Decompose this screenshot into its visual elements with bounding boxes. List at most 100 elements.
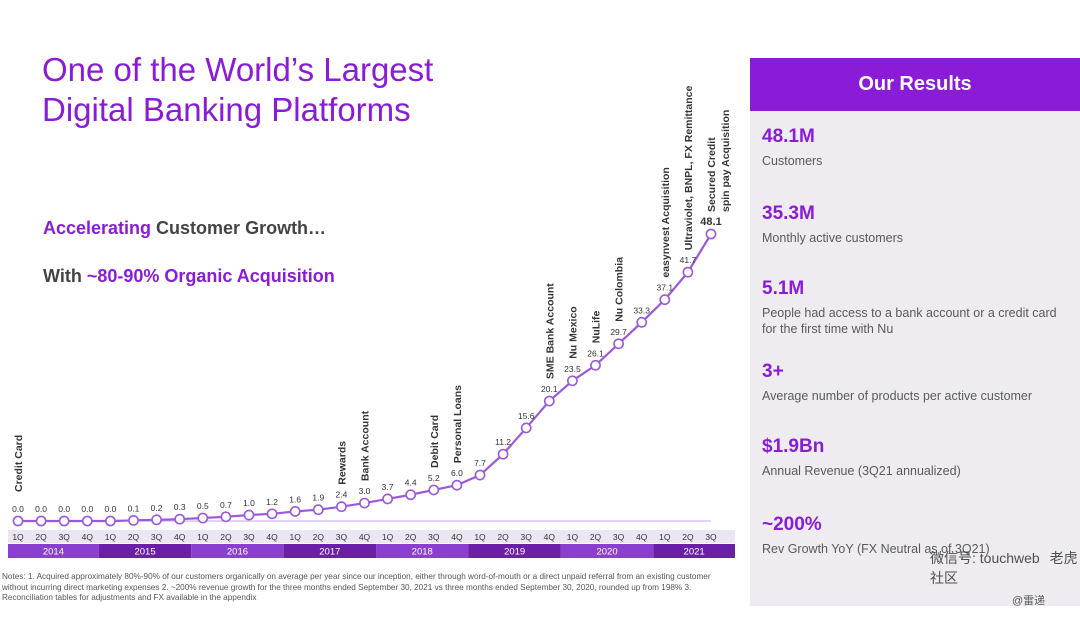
year-band	[283, 544, 377, 558]
year-band	[191, 544, 284, 558]
quarter-tick-label: 1Q	[197, 532, 209, 542]
data-point	[220, 511, 232, 523]
title-line-2: Digital Banking Platforms	[42, 91, 411, 128]
data-point	[58, 515, 70, 527]
organic-subheadline: With ~80-90% Organic Acquisition	[43, 266, 335, 287]
quarter-tick-label: 4Q	[359, 532, 371, 542]
stat-value: 5.1M	[762, 278, 805, 299]
stat-value: 48.1M	[762, 126, 815, 147]
quarter-tick-label: 1Q	[105, 532, 117, 542]
quarter-tick-label: 2Q	[497, 532, 509, 542]
data-point	[151, 514, 162, 526]
data-point	[682, 266, 694, 278]
milestone-annotation: SME Bank Account	[544, 283, 556, 379]
quarter-tick-label: 3Q	[613, 532, 625, 542]
stat-growth: ~200% Rev Growth YoY (FX Neutral as of 3…	[762, 514, 1062, 557]
headline-rest: Customer Growth…	[151, 218, 327, 238]
quarter-tick-label: 2Q	[405, 532, 417, 542]
year-band	[468, 544, 561, 558]
data-label: 26.1	[587, 348, 604, 358]
data-point	[243, 509, 255, 521]
year-tick-label: 2020	[596, 547, 617, 558]
stat-revenue: $1.9Bn Annual Revenue (3Q21 annualized)	[762, 436, 1062, 479]
milestone-annotation: NuLife	[591, 310, 603, 343]
data-point	[405, 489, 417, 501]
stat-label: Monthly active customers	[762, 231, 904, 245]
data-point	[335, 501, 347, 513]
quarter-tick-label: 2Q	[682, 532, 694, 542]
data-label: 3.0	[359, 486, 371, 496]
stat-value: ~200%	[762, 514, 822, 535]
quarter-tick-label: 2Q	[35, 532, 47, 542]
year-band	[653, 544, 735, 558]
milestone-annotation: Rewards	[336, 441, 348, 485]
data-point	[12, 515, 24, 527]
stat-value: 35.3M	[762, 203, 815, 224]
quarter-tick-label: 2Q	[220, 532, 232, 542]
data-label: 3.7	[382, 482, 394, 492]
milestone-annotation: spin pay Acquisition	[720, 110, 732, 212]
year-tick-label: 2021	[684, 547, 705, 558]
data-label: 0.0	[35, 504, 47, 514]
quarter-tick-label: 1Q	[474, 532, 486, 542]
stat-value: $1.9Bn	[762, 436, 825, 457]
quarter-tick-label: 3Q	[521, 532, 533, 542]
quarter-tick-label: 1Q	[567, 532, 579, 542]
quarter-tick-label: 2Q	[590, 532, 602, 542]
results-panel: Our Results 48.1M Customers 35.3M Monthl…	[750, 58, 1080, 606]
stat-label: Customers	[762, 154, 823, 168]
stat-customers: 48.1M Customers	[762, 126, 1062, 169]
quarter-tick-label: 4Q	[544, 532, 556, 542]
subheadline-prefix: With	[43, 266, 87, 286]
year-band	[376, 544, 469, 558]
page-title: One of the World’s Largest Digital Banki…	[42, 50, 522, 130]
data-point	[35, 515, 47, 527]
data-label: 0.0	[12, 504, 24, 514]
footnotes: Notes: 1. Acquired approximately 80%-90%…	[2, 572, 711, 602]
milestone-annotation: Debit Card	[429, 415, 441, 468]
quarter-tick-label: 3Q	[59, 532, 71, 542]
data-label: 2.4	[335, 490, 347, 500]
milestone-annotation: Nu Colombia	[614, 257, 626, 322]
data-label: 6.0	[451, 468, 463, 478]
milestone-annotation: Secured Credit	[706, 137, 718, 212]
year-tick-label: 2015	[134, 547, 155, 558]
data-label: 0.5	[197, 501, 209, 511]
milestone-annotation: Bank Account	[360, 410, 372, 481]
milestone-annotation: easynvest Acquisition	[660, 167, 672, 277]
data-point	[520, 422, 532, 434]
data-point	[590, 359, 601, 371]
year-tick-label: 2017	[319, 547, 340, 558]
milestone-annotation: Nu Mexico	[567, 306, 579, 359]
year-band	[8, 544, 99, 558]
stat-label: Annual Revenue (3Q21 annualized)	[762, 464, 961, 478]
year-tick-label: 2019	[504, 547, 525, 558]
stat-label: Rev Growth YoY (FX Neutral as of 3Q21)	[762, 542, 990, 556]
quarter-tick-label: 3Q	[428, 532, 440, 542]
stat-monthly-active: 35.3M Monthly active customers	[762, 203, 1062, 246]
quarter-tick-label: 4Q	[174, 532, 186, 542]
watermark: 微信号: touchweb 老虎社区	[930, 548, 1080, 588]
data-point	[197, 512, 209, 524]
stat-first-access: 5.1M People had access to a bank account…	[762, 278, 1062, 337]
data-label: 37.1	[657, 283, 674, 293]
quarter-tick-label: 1Q	[290, 532, 302, 542]
data-point	[81, 515, 93, 527]
quarter-tick-label: 2Q	[313, 532, 325, 542]
quarter-tick-label: 3Q	[705, 532, 717, 542]
data-label: 7.7	[474, 458, 486, 468]
data-point	[174, 513, 186, 525]
data-label: 33.3	[633, 305, 650, 315]
data-label: 4.4	[405, 478, 417, 488]
data-label: 23.5	[564, 364, 581, 374]
data-label: 0.0	[104, 504, 116, 514]
data-label: 48.1	[700, 216, 721, 228]
data-point	[613, 338, 624, 350]
data-point	[451, 479, 463, 491]
data-point	[105, 515, 116, 527]
title-line-1: One of the World’s Largest	[42, 51, 434, 88]
data-point	[312, 504, 324, 516]
year-band	[98, 544, 192, 558]
data-label: 1.2	[266, 497, 278, 507]
data-label: 1.9	[312, 493, 324, 503]
